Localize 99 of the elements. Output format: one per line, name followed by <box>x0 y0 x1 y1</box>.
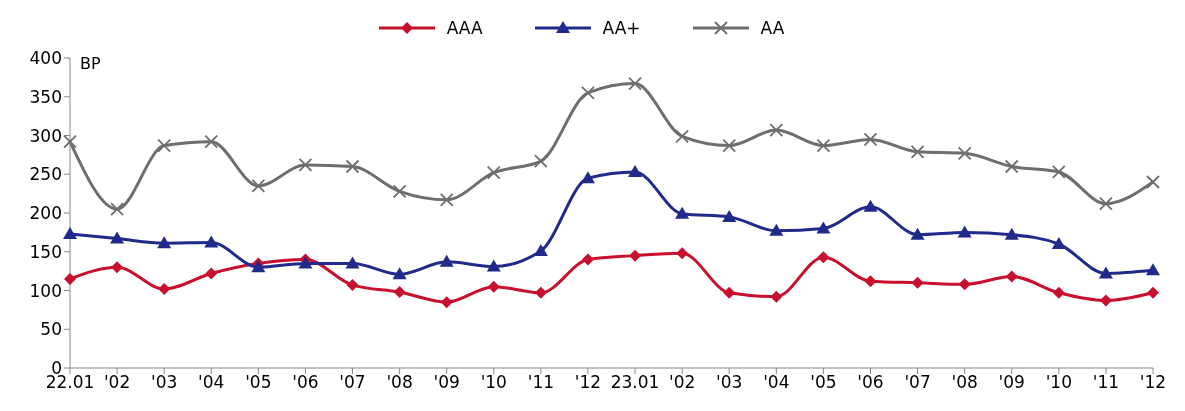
point <box>1098 266 1113 279</box>
x-tick-label: '02 <box>668 372 696 393</box>
point <box>676 247 689 260</box>
point <box>629 249 642 262</box>
x-tick-label: '03 <box>151 372 178 393</box>
point <box>439 254 454 267</box>
y-tick-label: 350 <box>29 86 62 107</box>
point <box>157 236 172 249</box>
point <box>204 235 219 248</box>
point <box>64 272 76 285</box>
legend-label: AAA <box>446 18 483 38</box>
point <box>486 259 501 272</box>
point <box>581 85 595 100</box>
x-tick-label: 23.01 <box>610 372 660 393</box>
point <box>769 123 784 137</box>
point <box>63 134 77 149</box>
point <box>440 296 453 309</box>
y-axis-title: BP <box>80 54 101 74</box>
point <box>1004 227 1019 240</box>
x-tick-label: '10 <box>1045 372 1072 393</box>
point <box>957 146 972 161</box>
legend-label: AA <box>760 18 785 38</box>
x-tick-label: '08 <box>951 372 978 393</box>
point <box>205 267 218 280</box>
point <box>628 76 642 91</box>
y-tick-label: 100 <box>29 280 62 301</box>
point <box>110 231 125 244</box>
x-tick-label: '12 <box>1139 372 1167 393</box>
point <box>957 225 972 238</box>
x-tick-label: '11 <box>527 372 555 393</box>
point <box>439 192 454 207</box>
x-tick-label: '06 <box>292 372 319 393</box>
point <box>723 286 736 299</box>
x-tick-label: '05 <box>245 372 272 393</box>
x-tick-label: '05 <box>810 372 837 393</box>
x-tick-label: '10 <box>480 372 507 393</box>
point <box>204 134 219 149</box>
x-tick-label: '07 <box>904 372 931 393</box>
x-tick-label: '08 <box>386 372 413 393</box>
legend-label: AA+ <box>602 18 641 38</box>
point <box>817 251 830 264</box>
point <box>675 129 690 144</box>
point <box>533 243 548 256</box>
point <box>722 209 737 222</box>
x-tick-label: '12 <box>574 372 602 393</box>
point <box>864 275 877 288</box>
point <box>533 154 548 168</box>
x-tick-label: '03 <box>716 372 743 393</box>
x-tick-label: '04 <box>763 372 790 393</box>
x-tick-label: '09 <box>998 372 1025 393</box>
point <box>628 164 643 177</box>
x-tick-label: '11 <box>1092 372 1120 393</box>
point <box>1051 237 1066 249</box>
y-tick-label: 150 <box>29 241 62 262</box>
point <box>110 202 124 217</box>
point <box>770 290 783 303</box>
y-tick-label: 250 <box>29 164 62 185</box>
point <box>392 184 407 199</box>
y-tick-label: 200 <box>29 203 62 224</box>
point <box>392 267 407 280</box>
point <box>1099 196 1113 211</box>
point <box>580 171 595 184</box>
point <box>487 280 500 293</box>
point <box>1146 175 1160 189</box>
x-tick-label: '07 <box>339 372 366 393</box>
y-tick-label: 50 <box>40 319 62 340</box>
point <box>1147 286 1159 299</box>
point <box>111 261 124 274</box>
point <box>1051 165 1066 179</box>
point <box>157 138 172 153</box>
point <box>1005 270 1018 283</box>
point <box>910 144 925 159</box>
point <box>486 165 501 180</box>
point <box>345 256 360 269</box>
x-tick-label: '09 <box>433 372 460 393</box>
point <box>816 138 831 153</box>
point <box>958 278 971 291</box>
point <box>816 221 831 234</box>
point <box>1052 286 1065 299</box>
point <box>675 206 690 219</box>
point <box>581 253 594 266</box>
point <box>63 226 77 239</box>
point <box>1004 159 1019 174</box>
point <box>345 159 360 174</box>
y-tick-label: 300 <box>29 125 62 146</box>
point <box>863 132 878 147</box>
x-tick-label: '02 <box>103 372 131 393</box>
y-tick-label: 400 <box>29 48 62 69</box>
x-tick-label: '06 <box>857 372 884 393</box>
x-tick-label: '04 <box>198 372 225 393</box>
point <box>863 199 878 212</box>
point <box>251 178 266 193</box>
point <box>769 223 784 236</box>
point <box>298 158 313 172</box>
point <box>910 227 925 240</box>
point <box>393 286 406 299</box>
point <box>1146 263 1160 276</box>
point <box>722 138 737 153</box>
point <box>346 279 359 292</box>
